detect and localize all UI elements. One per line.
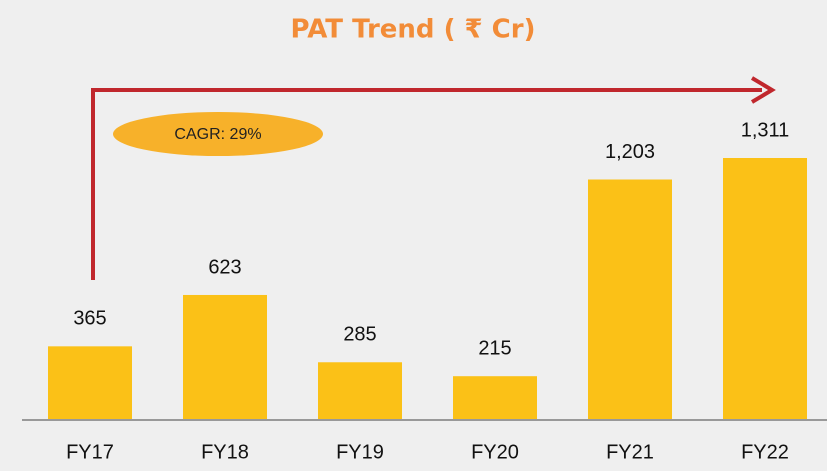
x-tick-label: FY19 bbox=[336, 441, 384, 463]
bar bbox=[183, 294, 267, 419]
cagr-label: CAGR: 29% bbox=[174, 126, 261, 143]
x-tick-label: FY18 bbox=[201, 441, 249, 463]
value-label: 1,311 bbox=[741, 119, 790, 141]
value-label: 1,203 bbox=[605, 141, 655, 163]
value-label: 215 bbox=[478, 337, 511, 359]
x-tick-label: FY20 bbox=[471, 441, 519, 463]
cagr-badge bbox=[113, 112, 323, 156]
x-tick-label: FY22 bbox=[741, 441, 789, 463]
cagr-arrow bbox=[91, 88, 762, 280]
bar bbox=[318, 362, 402, 419]
bar bbox=[588, 179, 672, 419]
x-tick-label: FY21 bbox=[606, 441, 654, 463]
bar bbox=[453, 376, 537, 419]
bar bbox=[48, 346, 132, 419]
value-label: 285 bbox=[343, 324, 376, 346]
value-label: 365 bbox=[73, 308, 106, 330]
arrow-head bbox=[750, 76, 776, 104]
value-label: 623 bbox=[208, 256, 241, 278]
chart-title: PAT Trend ( ₹ Cr) bbox=[291, 15, 536, 45]
x-tick-label: FY17 bbox=[66, 441, 114, 463]
bar bbox=[723, 158, 807, 419]
